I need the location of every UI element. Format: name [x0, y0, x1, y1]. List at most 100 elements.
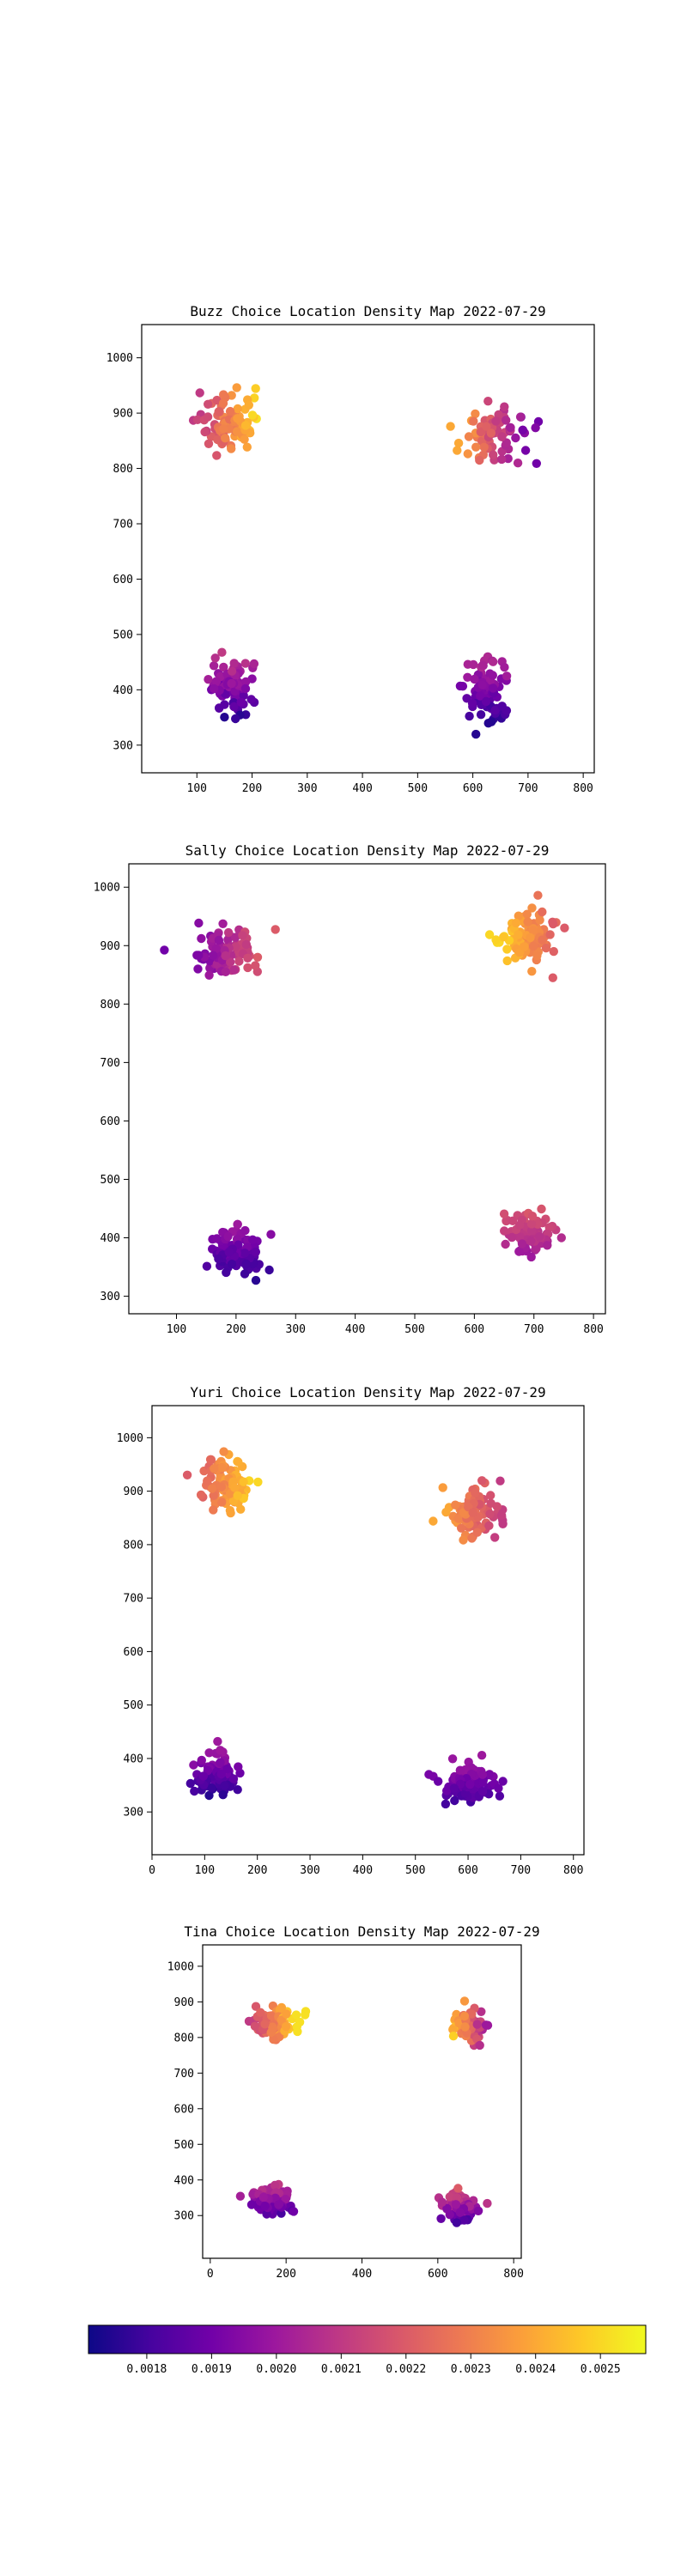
scatter-point	[549, 946, 558, 957]
scatter-point	[535, 1232, 544, 1242]
y-tick-label: 1000	[167, 1960, 194, 1973]
scatter-point	[229, 659, 239, 668]
scatter-point	[528, 926, 538, 935]
scatter-point	[450, 1795, 459, 1806]
y-tick-label: 600	[100, 1115, 120, 1128]
y-tick-label: 400	[113, 684, 133, 697]
scatter-point	[241, 1259, 251, 1269]
scatter-point	[206, 1455, 216, 1465]
x-tick-label: 400	[352, 2268, 372, 2281]
scatter-point	[471, 409, 480, 419]
scatter-point	[240, 1249, 250, 1258]
scatter-point	[212, 1234, 222, 1243]
scatter-point	[202, 1261, 212, 1271]
scatter-point	[233, 404, 242, 414]
scatter-point	[289, 2207, 299, 2216]
scatter-point	[483, 2198, 492, 2208]
x-tick-label: 700	[518, 782, 538, 795]
scatter-point	[481, 2020, 491, 2030]
chart-title: Yuri Choice Location Density Map 2022-07…	[190, 1384, 545, 1400]
scatter-point	[291, 2010, 301, 2020]
x-tick-label: 500	[404, 1323, 424, 1336]
scatter-point	[526, 1219, 537, 1229]
x-tick-label: 300	[300, 1864, 319, 1877]
scatter-point	[477, 1751, 487, 1760]
scatter-point	[463, 672, 472, 682]
y-tick-label: 700	[124, 1593, 143, 1606]
scatter-point	[434, 1777, 443, 1786]
scatter-point	[526, 1226, 537, 1236]
scatter-point	[227, 1260, 237, 1269]
scatter-point	[242, 442, 252, 452]
scatter-point	[192, 415, 203, 424]
y-tick-label: 500	[113, 629, 133, 641]
scatter-point	[452, 2193, 461, 2202]
scatter-point	[219, 662, 228, 672]
y-tick-label: 800	[124, 1539, 143, 1552]
scatter-point	[160, 945, 169, 955]
colorbar-tick-label: 0.0023	[451, 2363, 491, 2376]
scatter-point	[475, 455, 484, 465]
scatter-point	[511, 433, 520, 443]
y-tick-label: 900	[174, 1996, 194, 2009]
scatter-point	[475, 2040, 484, 2050]
scatter-point	[445, 2192, 454, 2202]
x-tick-label: 700	[511, 1864, 531, 1877]
scatter-point	[485, 1510, 495, 1519]
scatter-point	[514, 1247, 524, 1256]
scatter-point	[495, 1791, 505, 1801]
scatter-point	[256, 2008, 265, 2017]
x-tick-label: 600	[428, 2268, 447, 2281]
scatter-point	[209, 661, 219, 671]
x-tick-label: 800	[583, 1323, 603, 1336]
scatter-point	[438, 1483, 447, 1492]
colorbar-tick-label: 0.0020	[256, 2363, 296, 2376]
scatter-point	[532, 1244, 541, 1254]
scatter-point	[251, 1247, 260, 1257]
chart-panel-3: Yuri Choice Location Density Map 2022-07…	[117, 1384, 585, 1877]
scatter-point	[233, 1785, 242, 1795]
colorbar-tick-label: 0.0025	[581, 2363, 621, 2376]
scatter-point	[236, 1504, 246, 1514]
scatter-point	[532, 951, 542, 961]
scatter-point	[500, 1226, 509, 1236]
scatter-point	[448, 2032, 459, 2041]
scatter-point	[240, 434, 249, 444]
scatter-point	[455, 1765, 465, 1775]
scatter-point	[548, 919, 558, 929]
scatter-point	[268, 2024, 278, 2033]
scatter-point	[473, 2206, 483, 2215]
scatter-point	[491, 416, 501, 426]
scatter-point	[468, 1508, 477, 1517]
scatter-point	[204, 439, 214, 448]
x-tick-label: 200	[276, 2268, 295, 2281]
scatter-point	[447, 1754, 458, 1764]
scatter-point	[502, 671, 512, 681]
scatter-point	[502, 945, 512, 954]
scatter-point	[488, 671, 497, 680]
scatter-point	[479, 442, 489, 452]
scatter-point	[250, 393, 259, 403]
scatter-point	[230, 1483, 240, 1492]
scatter-point	[232, 427, 242, 436]
scatter-point	[538, 907, 547, 917]
scatter-point	[545, 930, 555, 939]
scatter-point	[471, 1488, 480, 1498]
scatter-point	[489, 657, 498, 666]
scatter-point	[197, 933, 206, 944]
scatter-point	[541, 943, 551, 953]
scatter-point	[514, 1220, 525, 1230]
y-tick-label: 1000	[106, 352, 133, 365]
scatter-point	[210, 683, 219, 694]
scatter-points	[235, 1996, 493, 2227]
x-tick-label: 700	[524, 1323, 544, 1336]
y-tick-label: 300	[124, 1807, 143, 1820]
scatter-point	[511, 918, 521, 928]
y-tick-label: 500	[174, 2139, 194, 2152]
scatter-point	[442, 2203, 452, 2214]
scatter-point	[453, 446, 462, 455]
axes-frame	[141, 324, 595, 774]
y-tick-label: 400	[100, 1232, 120, 1245]
scatter-point	[538, 935, 547, 945]
scatter-point	[250, 2021, 260, 2031]
